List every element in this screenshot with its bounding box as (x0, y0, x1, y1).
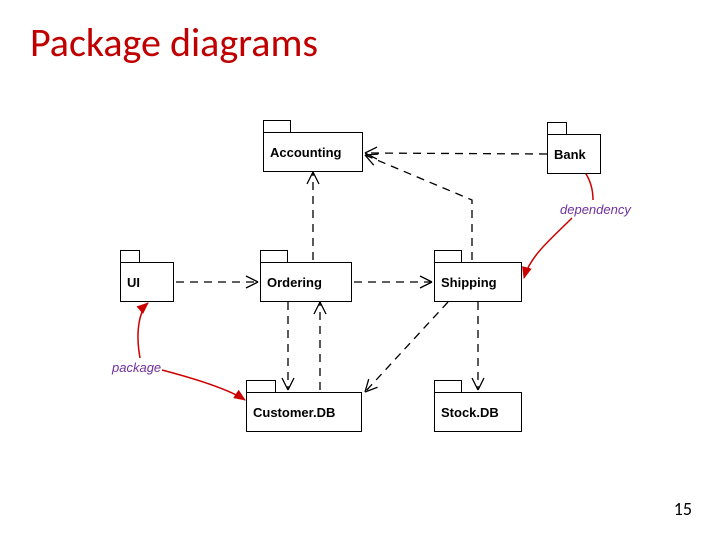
slide-title: Package diagrams (30, 18, 318, 67)
package-shipping-label: Shipping (434, 262, 522, 302)
package-diagram: Accounting Bank UI Ordering Shipping Cus… (100, 100, 680, 500)
annotation-package: package (112, 360, 161, 375)
package-bank-label: Bank (547, 134, 601, 174)
package-accounting-label: Accounting (263, 132, 363, 172)
package-ui-label: UI (120, 262, 174, 302)
package-stockdb-label: Stock.DB (434, 392, 522, 432)
page-number: 15 (674, 498, 692, 520)
package-ordering-label: Ordering (260, 262, 352, 302)
package-customerdb-label: Customer.DB (246, 392, 362, 432)
annotation-dependency: dependency (560, 202, 631, 217)
